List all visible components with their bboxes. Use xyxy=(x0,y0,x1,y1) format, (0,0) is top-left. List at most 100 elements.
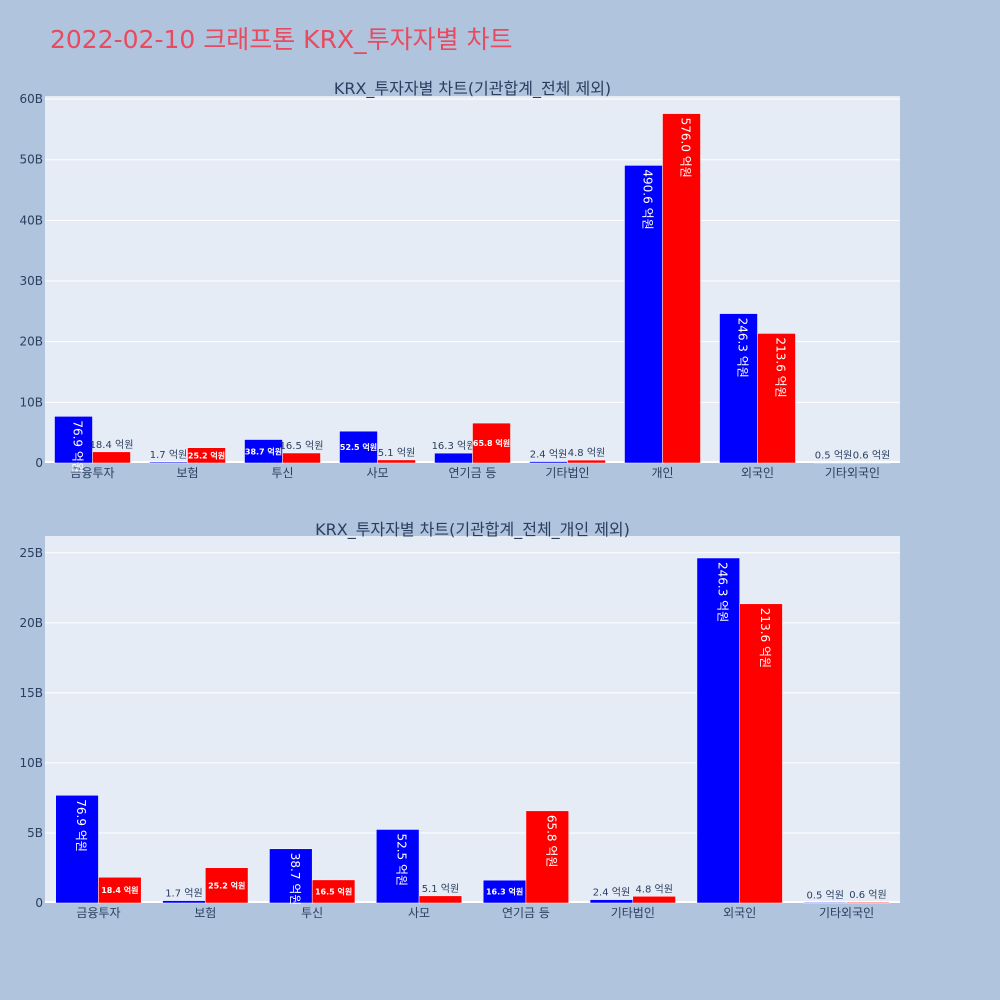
bar-value-label: 5.1 억원 xyxy=(378,447,415,459)
y-tick-label: 40B xyxy=(19,213,43,227)
bar-value-label: 76.9 억원 xyxy=(74,799,88,852)
x-tick-label: 보험 xyxy=(176,466,198,480)
x-tick-label: 투신 xyxy=(301,906,323,920)
bar-value-label: 2.4 억원 xyxy=(530,449,567,461)
x-tick-label: 연기금 등 xyxy=(502,906,550,920)
bar-value-label: 18.4 억원 xyxy=(90,439,134,451)
bar xyxy=(92,451,131,464)
bar-value-label: 65.8 억원 xyxy=(544,815,558,868)
y-tick-label: 20B xyxy=(19,335,43,349)
y-tick-label: 60B xyxy=(19,92,43,106)
bar xyxy=(719,313,758,464)
y-tick-label: 25B xyxy=(19,546,43,560)
chart-panel-1: KRX_투자자별 차트(기관합계_전체 제외) 0 10B 20B 30B 40B 50B 6… xyxy=(19,79,900,480)
bar-value-label: 213.6 억원 xyxy=(774,337,788,397)
bar-value-label: 1.7 억원 xyxy=(150,449,187,461)
bar xyxy=(54,416,93,464)
bar-value-label: 0.5 억원 xyxy=(806,889,843,901)
y-tick-label: 50B xyxy=(19,153,43,167)
y-tick-label: 20B xyxy=(19,616,43,630)
bar xyxy=(205,867,249,904)
bar-value-label: 16.5 억원 xyxy=(315,886,352,896)
y-tick-label: 0 xyxy=(35,896,43,910)
x-tick-label: 개인 xyxy=(651,466,673,480)
bar xyxy=(418,895,463,904)
bar xyxy=(339,430,378,464)
x-tick-label: 투신 xyxy=(271,466,293,480)
main-title: 2022-02-10 크래프톤 KRX_투자자별 차트 xyxy=(50,25,513,54)
bar-value-label: 576.0 억원 xyxy=(679,118,693,178)
bar-value-label: 246.3 억원 xyxy=(715,562,729,622)
x-tick-label: 외국인 xyxy=(741,466,774,480)
bar-value-label: 0.6 억원 xyxy=(853,450,890,462)
chart-panel-2: KRX_투자자별 차트(기관합계_전체_개인 제외) 0 5B 10B 15B 20B 25… xyxy=(19,520,900,920)
bar-value-label: 213.6 억원 xyxy=(758,608,772,668)
x-tick-label: 연기금 등 xyxy=(449,466,497,480)
bar-value-label: 246.3 억원 xyxy=(736,318,750,378)
bar-value-label: 18.4 억원 xyxy=(101,885,138,895)
bar xyxy=(244,439,283,464)
bar-value-label: 76.9 억원 xyxy=(71,420,85,473)
bar-value-label: 25.2 억원 xyxy=(208,880,245,890)
bar-value-label: 2.4 억원 xyxy=(593,887,630,899)
bar-value-label: 5.1 억원 xyxy=(422,883,459,895)
bar xyxy=(662,113,701,464)
y-tick-label: 5B xyxy=(27,826,43,840)
bar-value-label: 4.8 억원 xyxy=(635,883,672,895)
x-tick-label: 기타외국인 xyxy=(819,906,874,920)
bar xyxy=(567,459,606,464)
bar xyxy=(696,557,740,904)
bar xyxy=(269,848,313,904)
bar-value-label: 0.6 억원 xyxy=(849,889,886,901)
bar xyxy=(377,459,416,464)
y-tick-label: 0 xyxy=(35,456,43,470)
bar xyxy=(814,462,853,464)
bar-value-label: 4.8 억원 xyxy=(568,447,605,459)
y-tick-label: 10B xyxy=(19,756,43,770)
bar xyxy=(529,461,568,464)
bar-value-label: 1.7 억원 xyxy=(165,888,202,900)
bar xyxy=(525,810,569,904)
x-tick-label: 사모 xyxy=(408,906,430,920)
bar xyxy=(739,603,783,904)
bar xyxy=(434,452,473,464)
bar-value-label: 490.6 억원 xyxy=(641,169,655,229)
bar xyxy=(852,462,891,464)
bar-value-label: 16.5 억원 xyxy=(280,440,324,452)
bar-value-label: 52.5 억원 xyxy=(340,442,377,452)
bar xyxy=(376,829,420,904)
bar xyxy=(757,333,796,464)
x-tick-label: 외국인 xyxy=(723,906,756,920)
bar-value-label: 0.5 억원 xyxy=(815,450,852,462)
bar-value-label: 65.8 억원 xyxy=(473,438,510,448)
bar xyxy=(98,876,142,904)
bar xyxy=(187,447,226,464)
bar-value-label: 38.7 억원 xyxy=(288,853,302,906)
bar-value-label: 25.2 억원 xyxy=(188,450,225,460)
bar xyxy=(624,165,663,464)
x-tick-label: 기타외국인 xyxy=(825,466,880,480)
bar xyxy=(162,900,206,904)
bar xyxy=(282,452,321,464)
bar-value-label: 52.5 억원 xyxy=(395,833,409,886)
x-tick-label: 금융투자 xyxy=(70,466,114,480)
bar xyxy=(632,896,676,904)
x-tick-label: 기타법인 xyxy=(611,906,655,920)
x-tick-label: 기타법인 xyxy=(545,466,589,480)
y-tick-label: 10B xyxy=(19,395,43,409)
y-tick-label: 30B xyxy=(19,274,43,288)
bar-value-label: 16.3 억원 xyxy=(432,440,476,452)
chart-title: KRX_투자자별 차트(기관합계_전체_개인 제외) xyxy=(315,520,630,540)
y-tick-label: 15B xyxy=(19,686,43,700)
bar-value-label: 38.7 억원 xyxy=(245,446,282,456)
bar xyxy=(803,902,847,904)
bar xyxy=(846,901,890,904)
chart-title: KRX_투자자별 차트(기관합계_전체 제외) xyxy=(334,79,611,99)
bar xyxy=(589,899,634,904)
bar xyxy=(311,879,356,904)
bar xyxy=(472,422,511,464)
x-tick-label: 사모 xyxy=(366,466,388,480)
x-tick-label: 보험 xyxy=(194,906,216,920)
bar-value-label: 16.3 억원 xyxy=(486,887,523,897)
